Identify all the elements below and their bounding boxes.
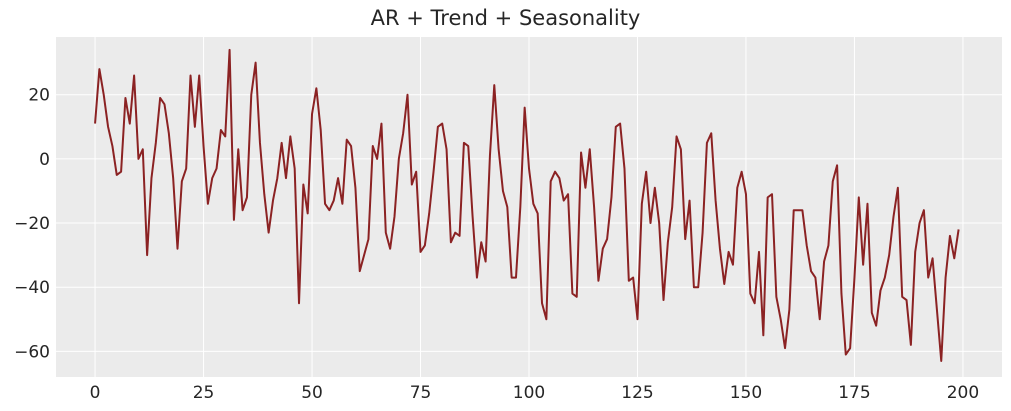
y-tick-label: −60 bbox=[14, 342, 50, 362]
x-tick-label: 150 bbox=[730, 383, 762, 403]
y-tick-label: −20 bbox=[14, 214, 50, 234]
series-line bbox=[94, 48, 960, 362]
y-tick-label: −40 bbox=[14, 278, 50, 298]
x-tick-label: 0 bbox=[90, 383, 101, 403]
x-tick-label: 75 bbox=[410, 383, 432, 403]
chart-title: AR + Trend + Seasonality bbox=[370, 6, 641, 30]
y-tick-label: 0 bbox=[39, 150, 50, 170]
y-tick-label: 20 bbox=[28, 86, 50, 106]
x-tick-label: 100 bbox=[513, 383, 545, 403]
x-tick-label: 125 bbox=[621, 383, 653, 403]
x-tick-label: 50 bbox=[301, 383, 323, 403]
x-tick-label: 25 bbox=[193, 383, 215, 403]
x-tick-label: 175 bbox=[838, 383, 870, 403]
x-tick-label: 200 bbox=[947, 383, 979, 403]
